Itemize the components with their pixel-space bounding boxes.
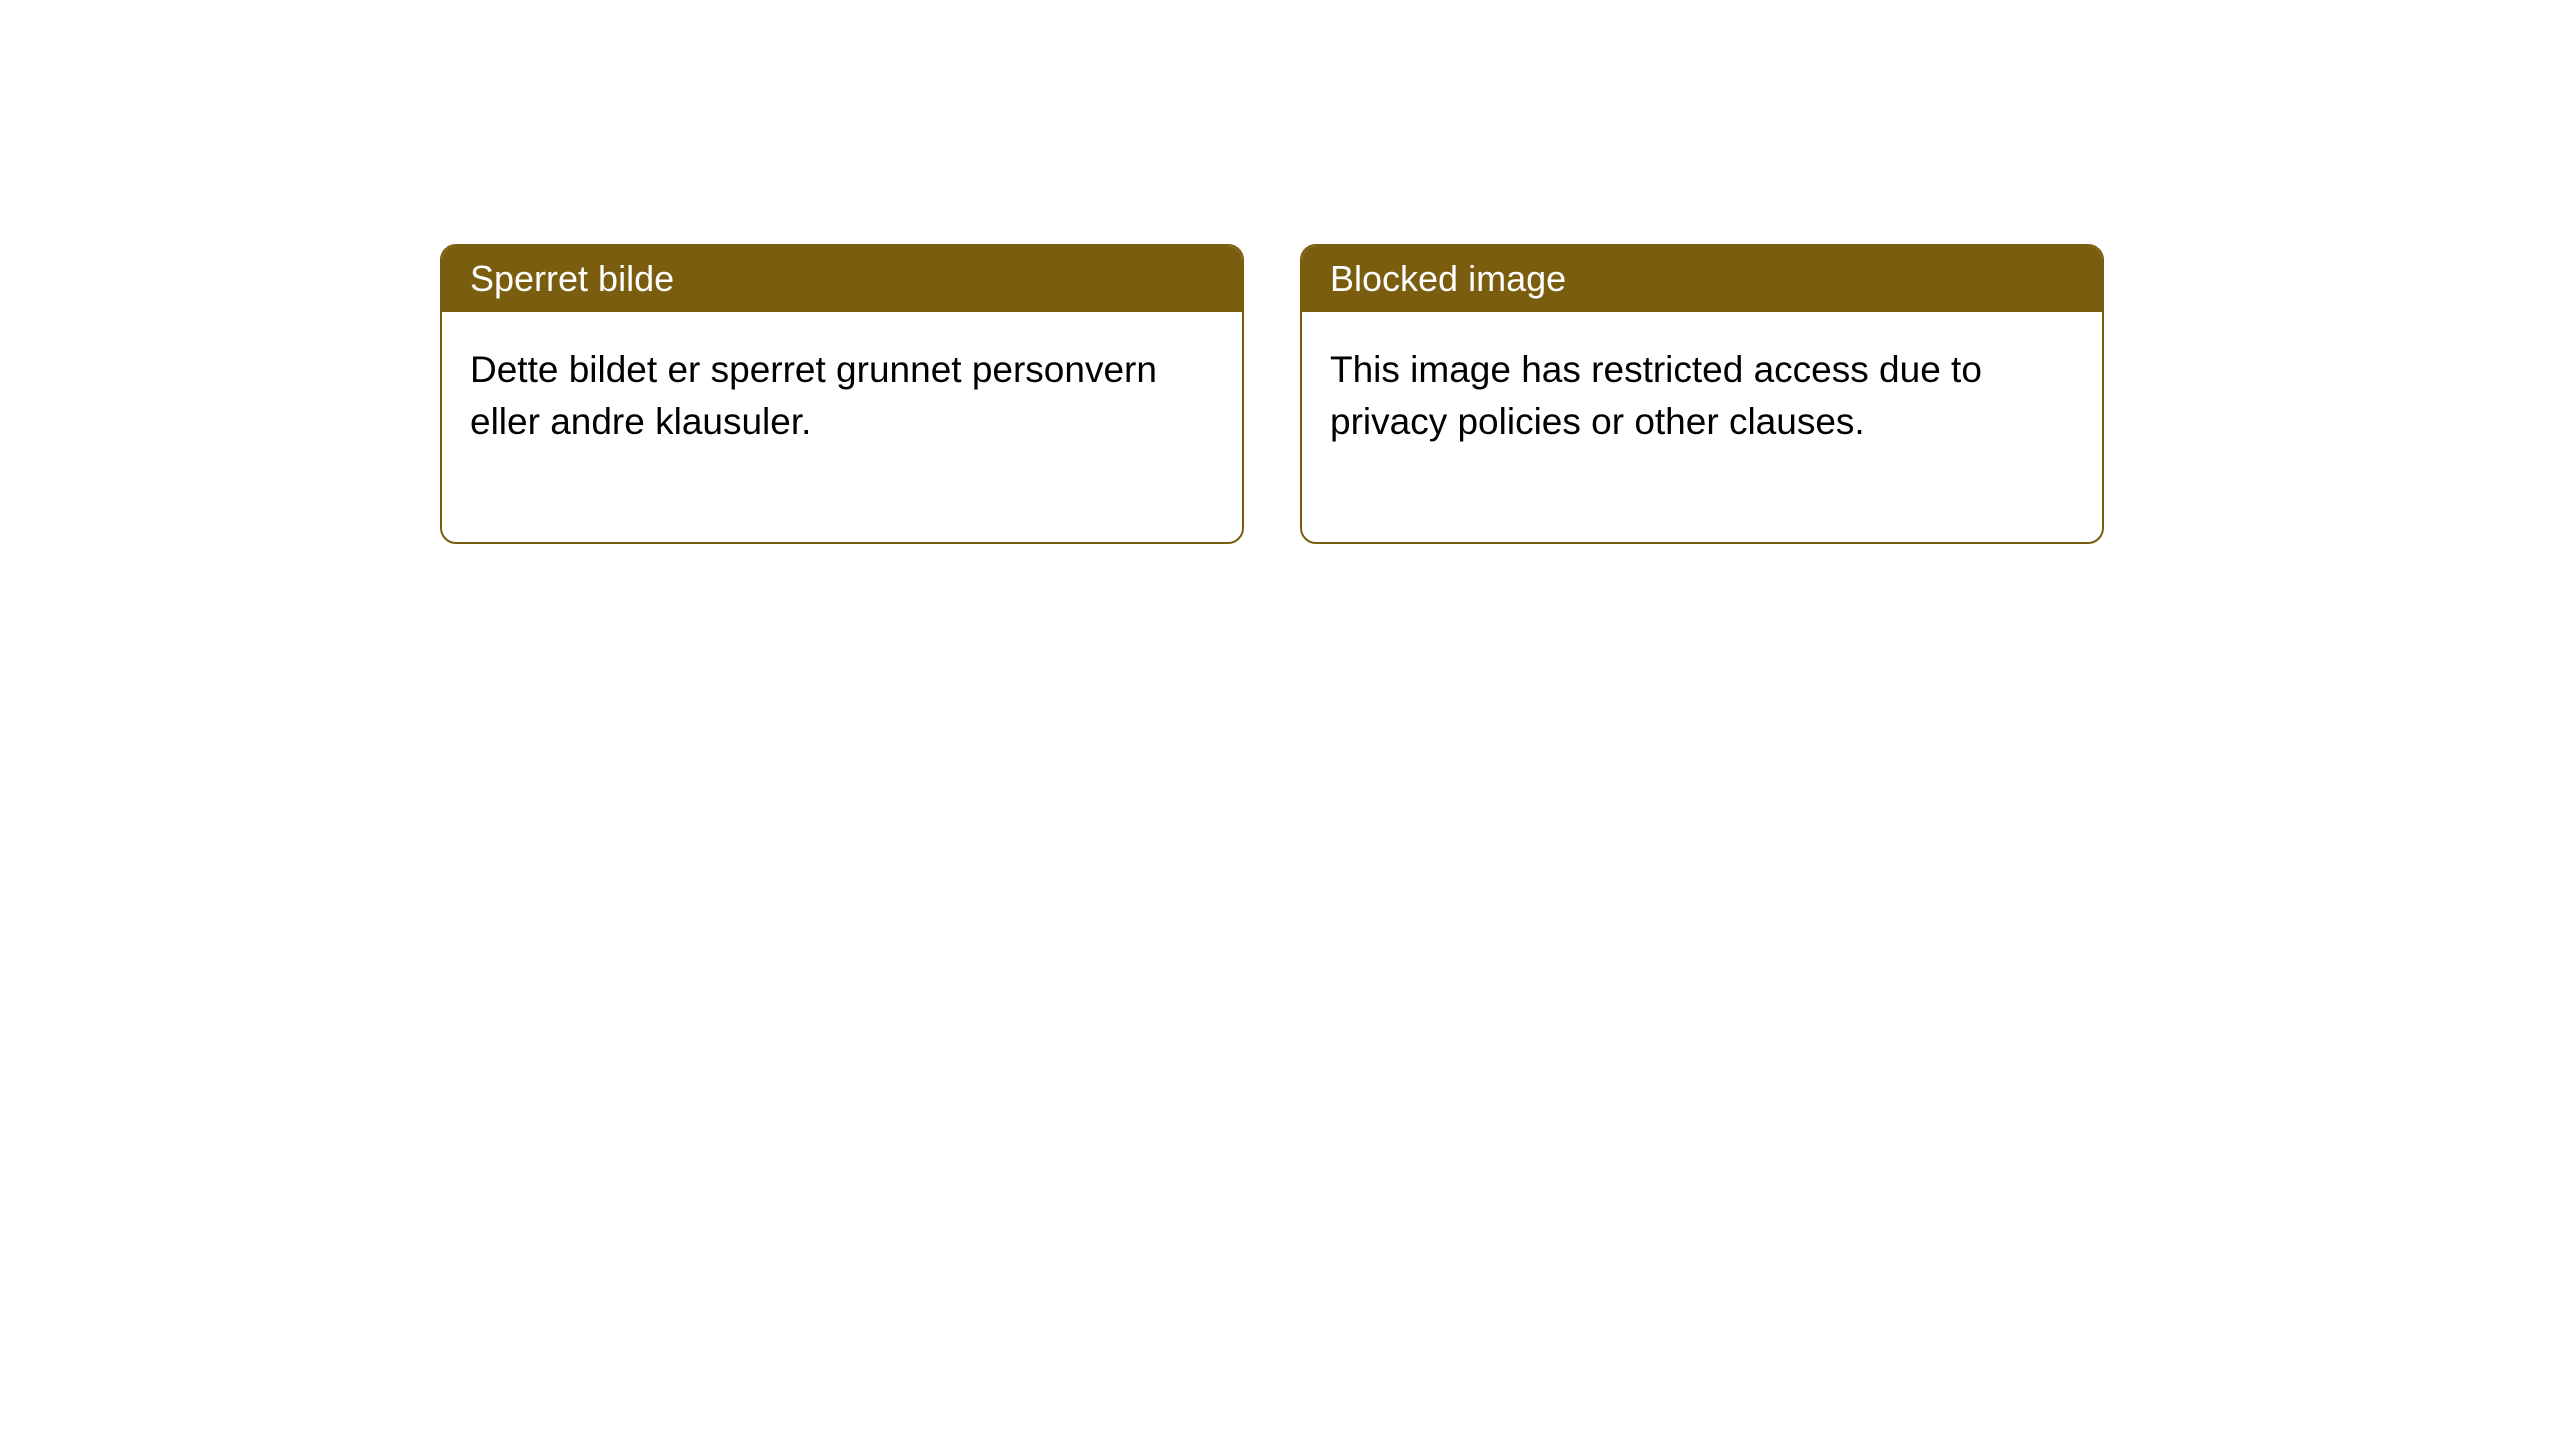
notice-title: Sperret bilde (470, 258, 674, 299)
notice-text: Dette bildet er sperret grunnet personve… (470, 349, 1157, 442)
notice-card-no: Sperret bilde Dette bildet er sperret gr… (440, 244, 1244, 544)
notice-container: Sperret bilde Dette bildet er sperret gr… (440, 244, 2560, 544)
notice-body-no: Dette bildet er sperret grunnet personve… (442, 312, 1242, 542)
notice-header-no: Sperret bilde (442, 246, 1242, 312)
notice-title: Blocked image (1330, 258, 1566, 299)
notice-header-en: Blocked image (1302, 246, 2102, 312)
notice-text: This image has restricted access due to … (1330, 349, 1982, 442)
notice-card-en: Blocked image This image has restricted … (1300, 244, 2104, 544)
notice-body-en: This image has restricted access due to … (1302, 312, 2102, 542)
